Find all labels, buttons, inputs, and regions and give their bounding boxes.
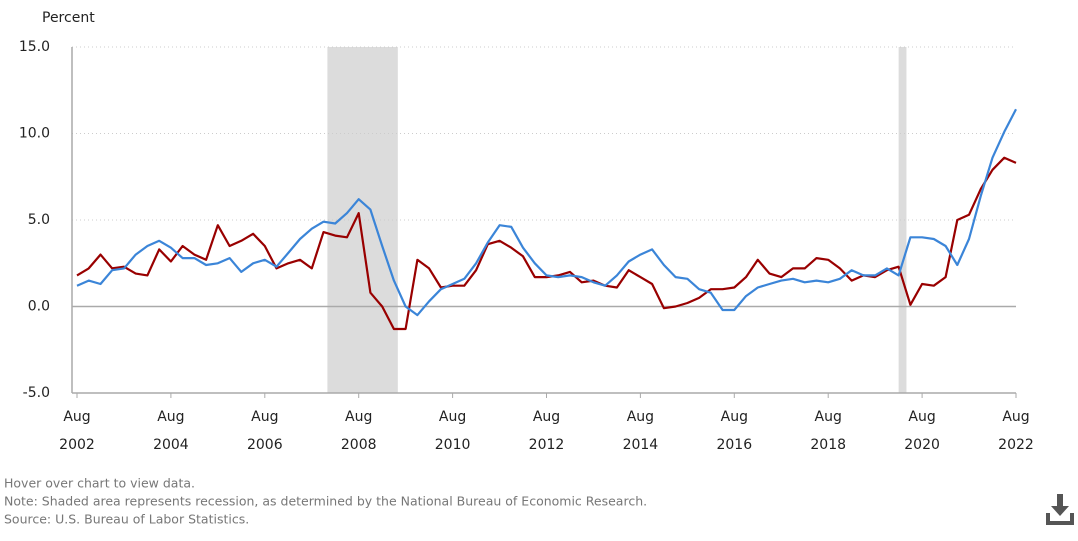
x-tick-label: Aug bbox=[533, 409, 560, 425]
x-tick-label: Aug bbox=[908, 409, 935, 425]
y-tick-label: -5.0 bbox=[23, 385, 50, 401]
x-tick-label: Aug bbox=[251, 409, 278, 425]
y-axis-label: Percent bbox=[42, 10, 95, 26]
download-icon[interactable] bbox=[1046, 494, 1074, 525]
source-note: Source: U.S. Bureau of Labor Statistics. bbox=[4, 512, 249, 527]
x-tick-label: 2004 bbox=[153, 437, 189, 453]
y-tick-label: 10.0 bbox=[19, 126, 50, 142]
hover-note: Hover over chart to view data. bbox=[4, 476, 195, 491]
y-tick-label: 5.0 bbox=[28, 212, 50, 228]
series-line bbox=[76, 156, 1017, 331]
recession-note: Note: Shaded area represents recession, … bbox=[4, 494, 647, 509]
x-tick-label: 2018 bbox=[810, 437, 846, 453]
x-tick-label: Aug bbox=[1002, 409, 1029, 425]
plot: -5.0 0.0 5.0 10.0 15.0 Aug 2002 Aug 2004 Aug 2006 A… bbox=[19, 39, 1034, 453]
series-line bbox=[76, 108, 1017, 317]
x-tick-label: 2022 bbox=[998, 437, 1034, 453]
x-tick-label: 2016 bbox=[716, 437, 752, 453]
x-tick-label: Aug bbox=[157, 409, 184, 425]
x-tick-label: 2012 bbox=[529, 437, 565, 453]
x-tick-label: 2002 bbox=[59, 437, 95, 453]
x-tick-label: 2010 bbox=[435, 437, 471, 453]
x-tick-label: Aug bbox=[63, 409, 90, 425]
x-tick-label: 2006 bbox=[247, 437, 283, 453]
x-tick-label: Aug bbox=[815, 409, 842, 425]
x-tick-label: Aug bbox=[627, 409, 654, 425]
x-tick-label: 2020 bbox=[904, 437, 940, 453]
recession-band bbox=[898, 47, 907, 393]
y-tick-label: 0.0 bbox=[28, 299, 50, 315]
x-tick-label: 2014 bbox=[623, 437, 659, 453]
x-tick-label: 2008 bbox=[341, 437, 377, 453]
x-tick-label: Aug bbox=[345, 409, 372, 425]
x-tick-label: Aug bbox=[439, 409, 466, 425]
x-tick-label: Aug bbox=[721, 409, 748, 425]
y-tick-label: 15.0 bbox=[19, 39, 50, 55]
